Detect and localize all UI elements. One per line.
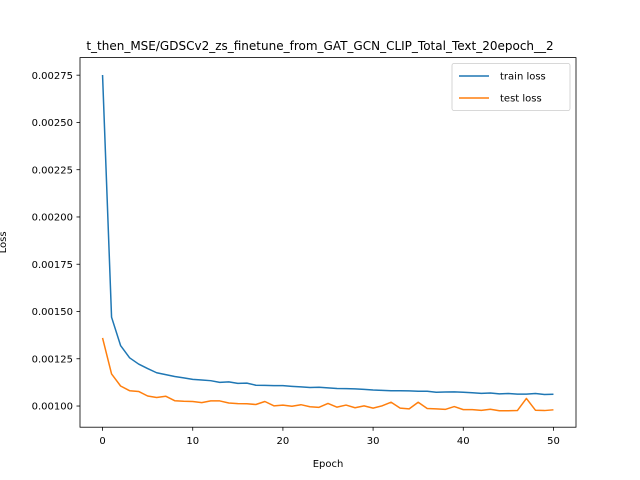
x-tick-label: 10 [186,436,199,447]
y-tick-label: 0.00150 [32,307,73,318]
series-line-train-loss [101,74,554,396]
axes-frame [79,57,577,428]
x-tick-label: 40 [457,436,470,447]
x-tick-label: 20 [277,436,290,447]
y-tick-label: 0.00125 [32,354,73,365]
axes-background [80,57,576,428]
y-tick-label: 0.00250 [32,118,73,129]
legend: train loss test loss [451,63,571,111]
x-axis-label: Epoch [313,459,344,470]
series-line-test-loss [101,337,554,412]
y-tick-label: 0.00200 [32,213,73,224]
y-tick-label: 0.00225 [32,165,73,176]
legend-label-test-loss: test loss [500,94,542,105]
x-tick-label: 30 [367,436,380,447]
chart-title: t_then_MSE/GDSCv2_zs_finetune_from_GAT_G… [86,39,553,53]
y-tick-label: 0.00100 [32,402,73,413]
series-layer [101,74,554,412]
y-tick-label: 0.00275 [32,71,73,82]
x-tick-label: 50 [547,436,560,447]
y-axis-label: Loss [0,231,9,253]
x-tick-label: 0 [99,436,105,447]
ticks-layer: 0 10 20 30 40 50 0.00100 0.00125 0.00150 0.00175 0… [32,71,560,447]
y-tick-label: 0.00175 [32,260,73,271]
legend-label-train-loss: train loss [500,72,546,83]
